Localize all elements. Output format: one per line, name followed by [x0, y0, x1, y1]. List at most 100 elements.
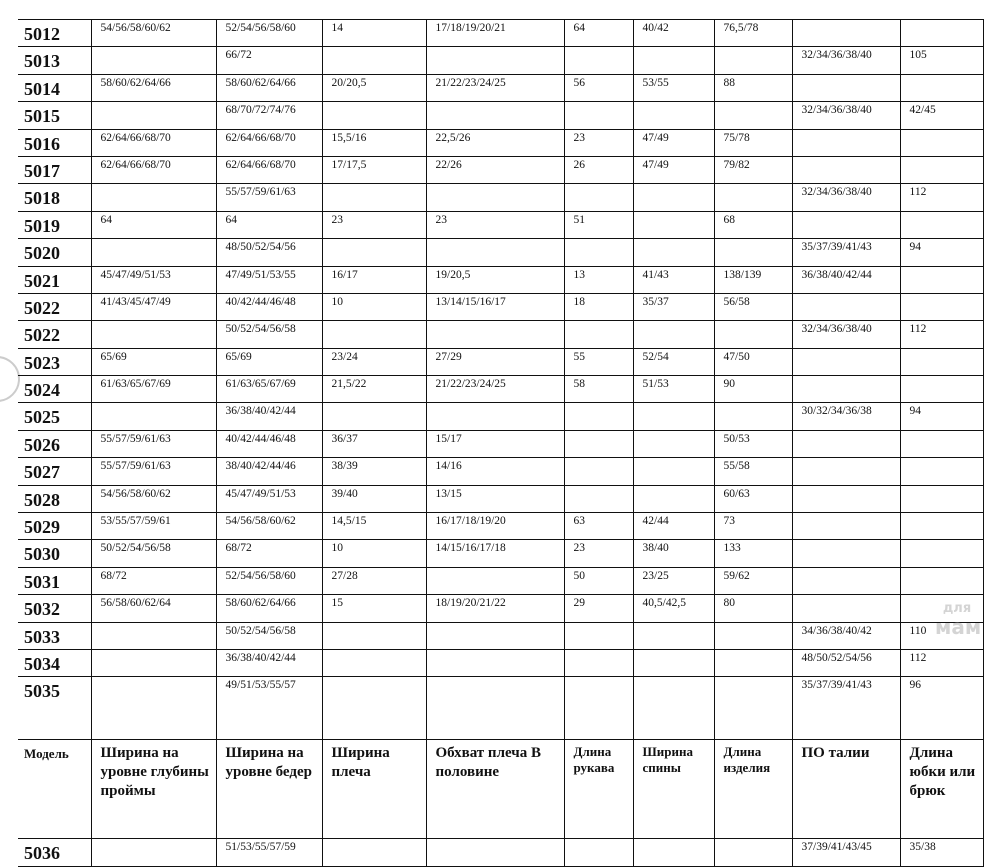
- table-cell: 54/56/58/60/62: [90, 18, 217, 48]
- table-row: 5019 64 64 23 23 51 68: [18, 210, 984, 240]
- model-number: 5021: [18, 265, 92, 294]
- table-row: 5015 68/70/72/74/76 32/34/36/38/40 42/45: [18, 101, 984, 130]
- table-cell: 23/25: [632, 566, 715, 596]
- table-row: 5013 66/72 32/34/36/38/40 105: [18, 46, 984, 75]
- table-cell: [563, 320, 634, 349]
- table-cell: 51/53/55/57/59: [215, 838, 323, 867]
- table-cell: 68/72: [215, 539, 323, 568]
- table-row: 5018 55/57/59/61/63 32/34/36/38/40 112: [18, 183, 984, 212]
- table-cell: 32/34/36/38/40: [791, 46, 901, 75]
- table-cell: 23/24: [321, 347, 427, 377]
- table-cell: 48/50/52/54/56: [215, 238, 323, 267]
- table-row: 5025 36/38/40/42/44 30/32/34/36/38 94: [18, 402, 984, 431]
- table-cell: 47/49/51/53/55: [215, 265, 323, 294]
- table-cell: 14/15/16/17/18: [425, 539, 565, 568]
- table-cell: [632, 457, 715, 486]
- table-cell: 47/50: [713, 347, 793, 377]
- table-cell: 32/34/36/38/40: [791, 183, 901, 212]
- table-cell: 88: [713, 73, 793, 103]
- table-cell: 94: [899, 238, 984, 267]
- table-cell: 21/22/23/24/25: [425, 73, 565, 103]
- table-cell: [713, 838, 793, 867]
- column-header: Длина рукава: [563, 739, 634, 840]
- table-cell: 23: [563, 128, 634, 157]
- table-row: 5028 54/56/58/60/62 45/47/49/51/53 39/40 13/…: [18, 484, 984, 514]
- size-table: 5012 54/56/58/60/62 52/54/56/58/60 14 17/18/…: [18, 18, 984, 867]
- model-number: 5036: [18, 838, 92, 867]
- model-number: 5025: [18, 402, 92, 431]
- table-cell: [899, 347, 984, 377]
- scroll-circle-button[interactable]: [0, 356, 20, 402]
- table-cell: [899, 484, 984, 514]
- table-cell: 52/54/56/58/60: [215, 566, 323, 596]
- table-cell: [563, 676, 634, 741]
- table-cell: [713, 621, 793, 650]
- table-row: 5032 56/58/60/62/64 58/60/62/64/66 15 18/19/…: [18, 594, 984, 623]
- table-cell: [321, 676, 427, 741]
- model-number: 5031: [18, 566, 92, 596]
- table-cell: 27/29: [425, 347, 565, 377]
- table-cell: [563, 183, 634, 212]
- table-cell: [899, 375, 984, 404]
- table-cell: 40/42/44/46/48: [215, 429, 323, 459]
- table-cell: 36/37: [321, 429, 427, 459]
- table-cell: 19/20,5: [425, 265, 565, 294]
- table-cell: [899, 18, 984, 48]
- table-cell: [563, 648, 634, 678]
- table-row: 5022 41/43/45/47/49 40/42/44/46/48 10 13/14/…: [18, 292, 984, 322]
- column-header: ПО талии: [791, 739, 901, 840]
- table-cell: 35/37/39/41/43: [791, 238, 901, 267]
- column-header: Обхват плеча В половине: [425, 739, 565, 840]
- table-cell: [632, 183, 715, 212]
- table-cell: [632, 676, 715, 741]
- table-cell: 62/64/66/68/70: [90, 155, 217, 185]
- table-cell: 65/69: [90, 347, 217, 377]
- table-cell: 55/57/59/61/63: [90, 457, 217, 486]
- table-cell: 75/78: [713, 128, 793, 157]
- model-number: 5030: [18, 539, 92, 568]
- table-cell: 94: [899, 402, 984, 431]
- table-cell: [563, 238, 634, 267]
- table-cell: [321, 648, 427, 678]
- table-cell: 36/38/40/42/44: [791, 265, 901, 294]
- table-cell: 63: [563, 512, 634, 541]
- table-cell: 62/64/66/68/70: [215, 128, 323, 157]
- table-cell: 30/32/34/36/38: [791, 402, 901, 431]
- column-header: Ширина на уровне бедер: [215, 739, 323, 840]
- table-cell: [321, 101, 427, 130]
- model-number: 5013: [18, 46, 92, 75]
- table-row: 5027 55/57/59/61/63 38/40/42/44/46 38/39 14/…: [18, 457, 984, 486]
- table-cell: [713, 238, 793, 267]
- table-cell: 38/40: [632, 539, 715, 568]
- table-cell: 55: [563, 347, 634, 377]
- table-cell: 16/17/18/19/20: [425, 512, 565, 541]
- table-cell: [321, 838, 427, 867]
- model-number: 5026: [18, 429, 92, 459]
- table-cell: 42/44: [632, 512, 715, 541]
- table-row: 5012 54/56/58/60/62 52/54/56/58/60 14 17/18/…: [18, 18, 984, 48]
- table-cell: 55/58: [713, 457, 793, 486]
- table-cell: 45/47/49/51/53: [90, 265, 217, 294]
- table-cell: [791, 429, 901, 459]
- table-cell: 36/38/40/42/44: [215, 648, 323, 678]
- table-row: 5021 45/47/49/51/53 47/49/51/53/55 16/17 19/…: [18, 265, 984, 294]
- table-cell: 68/70/72/74/76: [215, 101, 323, 130]
- table-cell: 47/49: [632, 155, 715, 185]
- table-cell: 34/36/38/40/42: [791, 621, 901, 650]
- table-cell: [321, 320, 427, 349]
- model-number: 5020: [18, 238, 92, 267]
- table-cell: 14: [321, 18, 427, 48]
- table-cell: 18/19/20/21/22: [425, 594, 565, 623]
- table-row: 5026 55/57/59/61/63 40/42/44/46/48 36/37 15/…: [18, 429, 984, 459]
- table-cell: 65/69: [215, 347, 323, 377]
- model-number: 5023: [18, 347, 92, 377]
- table-cell: [791, 594, 901, 623]
- table-cell: 41/43/45/47/49: [90, 292, 217, 322]
- table-cell: 36/38/40/42/44: [215, 402, 323, 431]
- table-cell: 59/62: [713, 566, 793, 596]
- table-cell: 21/22/23/24/25: [425, 375, 565, 404]
- table-cell: [321, 402, 427, 431]
- table-cell: 62/64/66/68/70: [215, 155, 323, 185]
- header-model: Модель: [18, 739, 92, 840]
- column-header: Ширина плеча: [321, 739, 427, 840]
